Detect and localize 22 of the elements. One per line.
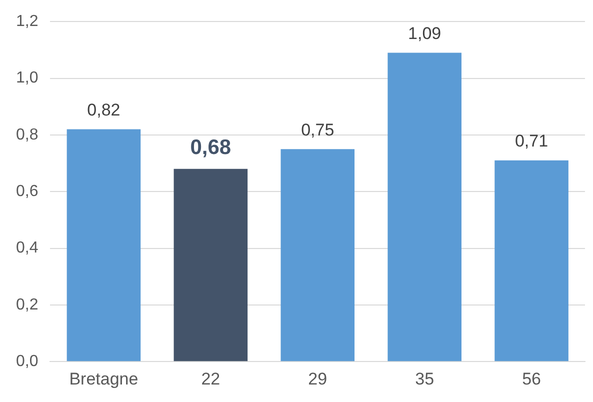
data-label: 0,75 [301, 120, 334, 140]
bar [66, 129, 141, 362]
y-tick-label: 0,8 [16, 126, 38, 144]
y-tick-label: 1,0 [16, 70, 38, 87]
x-tick-label: Bretagne [69, 369, 138, 388]
data-label: 0,71 [514, 132, 548, 151]
data-label: 0,82 [87, 100, 120, 120]
data-label: 0,68 [190, 136, 232, 160]
data-label: 1,09 [408, 24, 442, 43]
x-tick-label: 35 [415, 369, 434, 388]
y-tick-label: 0,4 [16, 240, 38, 257]
y-tick-label: 1,2 [16, 13, 38, 30]
y-tick-label: 0,6 [16, 183, 38, 200]
y-tick-label: 0,0 [16, 353, 38, 370]
bar [280, 149, 355, 362]
x-tick-label: 29 [308, 369, 328, 388]
bar [174, 168, 248, 362]
y-tick-label: 0,2 [16, 296, 38, 314]
bar [494, 160, 568, 362]
bar [388, 52, 462, 362]
x-tick-label: 22 [201, 369, 220, 388]
x-tick-label: 56 [522, 369, 541, 388]
